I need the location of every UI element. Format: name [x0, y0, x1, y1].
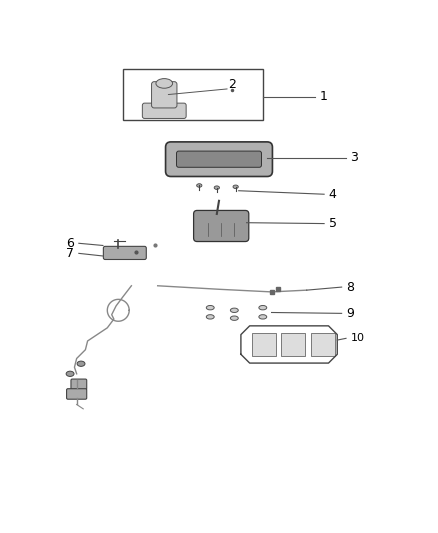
Text: 4: 4: [328, 188, 336, 201]
Text: 7: 7: [67, 247, 74, 260]
Text: 2: 2: [228, 78, 236, 91]
FancyBboxPatch shape: [166, 142, 272, 176]
FancyBboxPatch shape: [194, 211, 249, 241]
Text: 6: 6: [67, 237, 74, 250]
Ellipse shape: [230, 316, 238, 320]
Ellipse shape: [66, 371, 74, 376]
Text: 3: 3: [350, 151, 358, 164]
Ellipse shape: [214, 186, 219, 189]
Ellipse shape: [206, 314, 214, 319]
Ellipse shape: [259, 314, 267, 319]
FancyBboxPatch shape: [152, 82, 177, 108]
Text: 1: 1: [320, 90, 328, 103]
Ellipse shape: [233, 185, 238, 189]
Ellipse shape: [259, 305, 267, 310]
Bar: [252, 333, 276, 356]
Text: 10: 10: [350, 333, 364, 343]
Ellipse shape: [77, 361, 85, 366]
Text: 8: 8: [346, 280, 354, 294]
Bar: [281, 333, 305, 356]
Bar: [123, 69, 263, 120]
FancyBboxPatch shape: [71, 379, 87, 390]
FancyBboxPatch shape: [177, 151, 261, 167]
Ellipse shape: [206, 305, 214, 310]
Ellipse shape: [197, 184, 202, 187]
Ellipse shape: [156, 78, 173, 88]
Ellipse shape: [230, 308, 238, 312]
Text: 9: 9: [346, 307, 354, 320]
Text: 5: 5: [328, 217, 336, 230]
FancyBboxPatch shape: [67, 389, 87, 399]
Bar: [311, 333, 335, 356]
FancyBboxPatch shape: [142, 103, 186, 118]
FancyBboxPatch shape: [103, 246, 146, 260]
